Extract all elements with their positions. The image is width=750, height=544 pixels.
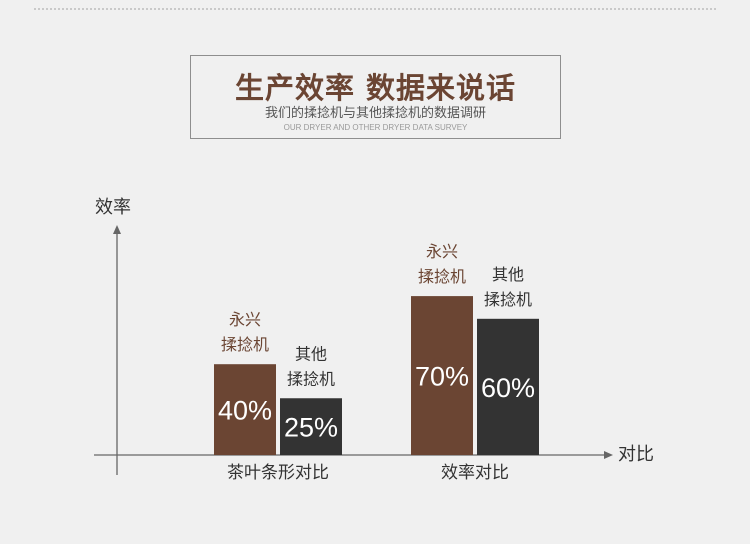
series-label: 揉捻机 (287, 369, 335, 388)
bars-layer: 40%永兴揉捻机25%其他揉捻机茶叶条形对比70%永兴揉捻机60%其他揉捻机效率… (214, 242, 539, 483)
series-label: 揉捻机 (418, 267, 466, 286)
category-label: 效率对比 (441, 463, 509, 483)
series-label: 揉捻机 (484, 290, 532, 309)
series-label: 其他 (295, 344, 327, 363)
bar-value-label: 25% (284, 413, 338, 443)
page-subtitle-english: OUR DRYER AND OTHER DRYER DATA SURVEY (283, 123, 468, 132)
x-axis-label: 对比 (618, 444, 654, 465)
page-title: 生产效率 数据来说话 (234, 71, 517, 105)
y-axis-label: 效率 (95, 197, 131, 218)
x-axis-arrow-icon (604, 451, 613, 459)
bar-value-label: 70% (415, 362, 469, 392)
y-axis-arrow-icon (113, 225, 121, 234)
top-divider (34, 8, 716, 10)
series-label: 永兴 (229, 310, 261, 329)
series-label: 永兴 (426, 242, 458, 261)
page-subtitle: 我们的揉捻机与其他揉捻机的数据调研 (264, 106, 486, 121)
bar (411, 296, 473, 455)
series-label: 揉捻机 (221, 335, 269, 354)
series-label: 其他 (492, 265, 524, 284)
bar (280, 398, 342, 455)
bar (214, 364, 276, 455)
bar (477, 318, 539, 455)
category-label: 茶叶条形对比 (227, 463, 329, 483)
bar-value-label: 40% (218, 396, 272, 426)
bar-value-label: 60% (481, 373, 535, 403)
title-box: 生产效率 数据来说话 我们的揉捻机与其他揉捻机的数据调研 OUR DRYER A… (190, 55, 561, 139)
